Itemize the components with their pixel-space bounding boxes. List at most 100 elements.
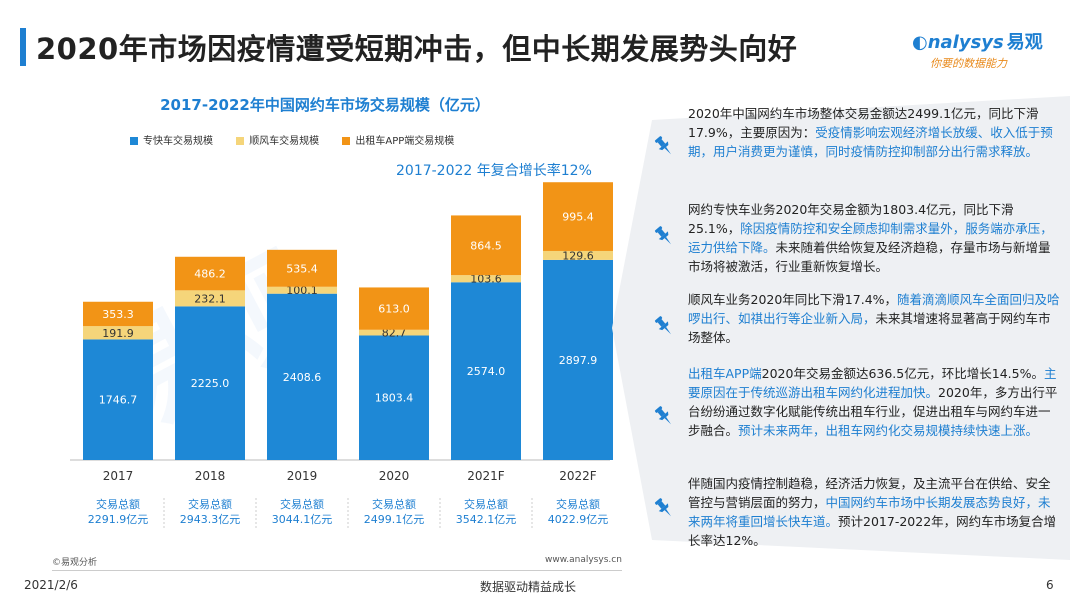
total-value: 3044.1亿元 bbox=[271, 513, 333, 526]
note-paragraph: 出租车APP端2020年交易金额达636.5亿元，环比增长14.5%。主要原因在… bbox=[688, 364, 1060, 440]
total-label: 交易总额 3044.1亿元 bbox=[256, 497, 348, 527]
pin-icon bbox=[654, 136, 672, 155]
note-paragraph: 伴随国内疫情控制趋稳，经济活力恢复，及主流平台在供给、安全管控与营销层面的努力，… bbox=[688, 474, 1060, 550]
data-label: 1746.7 bbox=[99, 394, 138, 407]
legend-item-express: 专快车交易规模 bbox=[130, 132, 213, 147]
data-label: 2408.6 bbox=[283, 371, 322, 384]
data-label: 100.1 bbox=[286, 284, 318, 297]
cagr-annotation: 2017-2022 年复合增长率12% bbox=[396, 163, 592, 179]
data-label: 353.3 bbox=[102, 308, 134, 321]
pin-icon bbox=[654, 498, 672, 517]
total-value: 2499.1亿元 bbox=[363, 513, 425, 526]
note-highlight: 除因疫情防控和安全顾虑抑制需求量外，服务端亦承压，运力供给下降。 bbox=[688, 221, 1053, 255]
data-label: 232.1 bbox=[194, 292, 226, 305]
commentary-panel: 2020年中国网约车市场整体交易金额达2499.1亿元，同比下滑17.9%，主要… bbox=[612, 96, 1070, 560]
bar-segment bbox=[543, 250, 613, 260]
total-caption: 交易总额 bbox=[372, 498, 416, 511]
x-tick-label: 2020 bbox=[379, 469, 410, 483]
stacked-bar-chart: 1746.7 191.9 353.3 2017 2225.0 232.1 486.2 2018… bbox=[70, 182, 613, 528]
data-label: 82.7 bbox=[382, 327, 407, 340]
bar-segment bbox=[543, 259, 613, 460]
bar-segment bbox=[175, 306, 245, 460]
x-tick-label: 2022F bbox=[559, 469, 597, 483]
total-label: 交易总额 2499.1亿元 bbox=[348, 497, 440, 527]
footer-slogan: 数据驱动精益成长 bbox=[480, 580, 577, 594]
footer-website: www.analysys.cn bbox=[545, 555, 622, 565]
total-label: 交易总额 2943.3亿元 bbox=[164, 497, 256, 527]
total-caption: 交易总额 bbox=[556, 498, 600, 511]
note-text: 未来其增速将显著高于网约车市场整体。 bbox=[688, 311, 1051, 345]
footer-source: ©易观分析 bbox=[52, 558, 98, 568]
pin-icon bbox=[654, 226, 672, 245]
note-highlight: 中国网约车市场中长期发展态势良好，未来两年将重回增长快车道。 bbox=[688, 495, 1051, 529]
legend-label: 专快车交易规模 bbox=[143, 136, 213, 147]
total-caption: 交易总额 bbox=[188, 498, 232, 511]
bar-segment bbox=[543, 182, 613, 251]
data-label: 995.4 bbox=[562, 211, 594, 224]
note-highlight: 随着滴滴顺风车全面回归及哈啰出行、如祺出行等企业新入局， bbox=[688, 292, 1060, 326]
note-text: 未来随着供给恢复及经济趋稳，存量市场与新增量市场将被激活，行业重新恢复增长。 bbox=[688, 240, 1051, 274]
bar-segment bbox=[267, 286, 337, 294]
chart-legend: 专快车交易规模 顺风车交易规模 出租车APP端交易规模 bbox=[130, 132, 474, 147]
legend-label: 顺风车交易规模 bbox=[249, 136, 320, 147]
data-label: 129.6 bbox=[562, 249, 594, 262]
note-paragraph: 2020年中国网约车市场整体交易金额达2499.1亿元，同比下滑17.9%，主要… bbox=[688, 104, 1060, 161]
total-value: 2943.3亿元 bbox=[179, 513, 241, 526]
footer-date: 2021/2/6 bbox=[24, 578, 78, 592]
note-text: 2020年交易金额达636.5亿元，环比增长14.5%。 bbox=[761, 366, 1044, 381]
footer-divider bbox=[52, 570, 622, 571]
data-label: 2225.0 bbox=[191, 377, 230, 390]
bar-segment bbox=[359, 329, 429, 336]
bar-segment bbox=[359, 335, 429, 460]
data-label: 535.4 bbox=[286, 262, 318, 275]
legend-item-hitch: 顺风车交易规模 bbox=[236, 132, 319, 147]
chart-title: 2017-2022年中国网约车市场交易规模（亿元） bbox=[160, 96, 490, 114]
title-accent-bar bbox=[20, 28, 26, 66]
page-title: 2020年市场因疫情遭受短期冲击，但中长期发展势头向好 bbox=[36, 32, 798, 66]
logo-slogan: 你要的数据能力 bbox=[930, 57, 1007, 70]
note-paragraph: 顺风车业务2020年同比下滑17.4%，随着滴滴顺风车全面回归及哈啰出行、如祺出… bbox=[688, 290, 1060, 347]
data-label: 613.0 bbox=[378, 303, 410, 316]
logo-mark: ◐ bbox=[912, 32, 928, 53]
pin-icon bbox=[654, 316, 672, 335]
note-text: 顺风车业务2020年同比下滑17.4%， bbox=[688, 292, 898, 307]
bar-segment bbox=[175, 290, 245, 307]
bar-segment bbox=[451, 275, 521, 283]
data-label: 2574.0 bbox=[467, 365, 506, 378]
legend-item-taxi: 出租车APP端交易规模 bbox=[342, 132, 454, 147]
note-text: 2020年，多方出行平台纷纷通过数字化赋能传统出租车行业，促进出租车与网约车进一… bbox=[688, 385, 1058, 438]
data-label: 191.9 bbox=[102, 327, 134, 340]
page-number: 6 bbox=[1046, 578, 1054, 592]
data-label: 486.2 bbox=[194, 268, 226, 281]
x-tick-label: 2021F bbox=[467, 469, 505, 483]
legend-swatch bbox=[342, 137, 351, 145]
bar-segment bbox=[451, 282, 521, 460]
x-tick-label: 2017 bbox=[103, 469, 134, 483]
bar-segment bbox=[267, 249, 337, 287]
note-text: 伴随国内疫情控制趋稳，经济活力恢复，及主流平台在供给、安全管控与营销层面的努力， bbox=[688, 476, 1051, 510]
bar-segment bbox=[83, 339, 153, 460]
total-label: 交易总额 4022.9亿元 bbox=[532, 497, 624, 527]
total-value: 2291.9亿元 bbox=[87, 513, 149, 526]
note-highlight: 受疫情影响宏观经济增长放缓、收入低于预期，用户消费更为谨慎，同时疫情防控抑制部分… bbox=[688, 125, 1053, 159]
total-caption: 交易总额 bbox=[280, 498, 324, 511]
data-label: 864.5 bbox=[470, 239, 502, 252]
total-value: 3542.1亿元 bbox=[455, 513, 517, 526]
data-label: 103.6 bbox=[470, 273, 502, 286]
logo-text: nalysys bbox=[927, 32, 1004, 53]
logo: ◐nalysys 易观 你要的数据能力 bbox=[912, 28, 1062, 71]
note-text: 网约专快车业务2020年交易金额为1803.4亿元，同比下滑25.1%， bbox=[688, 202, 1014, 236]
logo-cn: 易观 bbox=[1006, 32, 1043, 53]
data-label: 1803.4 bbox=[375, 392, 414, 405]
legend-swatch bbox=[236, 137, 245, 145]
bar-segment bbox=[175, 256, 245, 291]
total-value: 4022.9亿元 bbox=[547, 513, 609, 526]
note-paragraph: 网约专快车业务2020年交易金额为1803.4亿元，同比下滑25.1%，除因疫情… bbox=[688, 200, 1060, 276]
note-text: 预计2017-2022年，网约车市场复合增长率达12%。 bbox=[688, 514, 1057, 548]
panel-shape bbox=[612, 96, 1070, 560]
total-label: 交易总额 3542.1亿元 bbox=[440, 497, 532, 527]
x-tick-label: 2019 bbox=[287, 469, 318, 483]
total-caption: 交易总额 bbox=[96, 498, 140, 511]
bar-segment bbox=[83, 326, 153, 340]
bar-segment bbox=[359, 287, 429, 330]
